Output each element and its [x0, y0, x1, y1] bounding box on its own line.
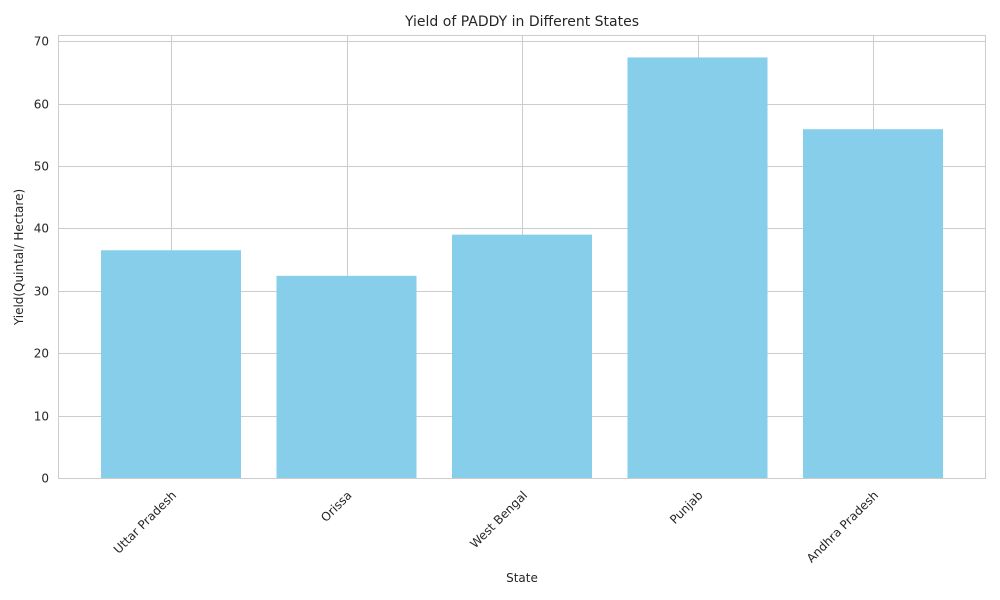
- bar: [101, 250, 241, 478]
- bar: [452, 234, 592, 478]
- y-tick-labels: 0 10 20 30 40 50 60 70: [34, 35, 49, 486]
- bar: [627, 57, 768, 478]
- bar: [276, 275, 417, 478]
- y-tick-label: 0: [41, 472, 49, 486]
- x-tick-label: Uttar Pradesh: [111, 488, 179, 556]
- y-tick-label: 40: [34, 222, 49, 236]
- chart-title: Yield of PADDY in Different States: [404, 14, 639, 30]
- y-tick-label: 30: [34, 285, 49, 299]
- bars: [101, 57, 943, 478]
- x-axis-label: State: [506, 571, 538, 585]
- x-tick-label: Andhra Pradesh: [804, 488, 881, 565]
- y-tick-label: 70: [34, 35, 49, 49]
- x-tick-label: Orissa: [318, 488, 354, 524]
- y-tick-label: 50: [34, 160, 49, 174]
- y-axis-label: Yield(Quintal/ Hectare): [12, 189, 26, 326]
- y-tick-label: 10: [34, 410, 49, 424]
- y-tick-label: 60: [34, 98, 49, 112]
- bar: [803, 129, 943, 478]
- x-tick-labels: Uttar Pradesh Orissa West Bengal Punjab Andh…: [111, 488, 881, 565]
- x-tick-label: West Bengal: [467, 488, 530, 551]
- y-tick-label: 20: [34, 347, 49, 361]
- plot-frame: [58, 35, 986, 479]
- x-tick-label: Punjab: [667, 488, 706, 527]
